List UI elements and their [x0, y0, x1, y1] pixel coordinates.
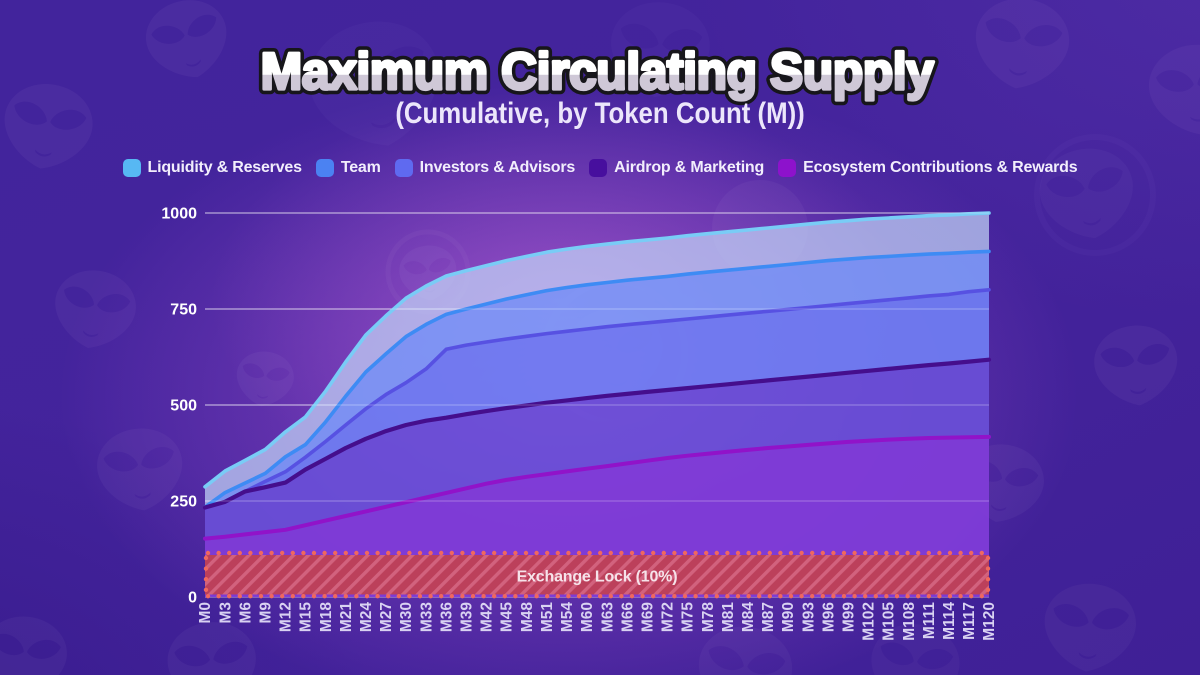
svg-text:M3: M3: [217, 602, 234, 624]
svg-text:M0: M0: [197, 602, 214, 624]
svg-text:0: 0: [188, 590, 197, 607]
svg-text:M60: M60: [579, 602, 596, 632]
svg-text:Maximum Circulating Supply: Maximum Circulating Supply: [261, 42, 934, 100]
svg-text:M48: M48: [519, 602, 536, 633]
svg-text:M18: M18: [318, 602, 335, 633]
svg-text:750: 750: [170, 302, 197, 319]
svg-text:1000: 1000: [161, 206, 197, 223]
svg-text:M81: M81: [720, 602, 737, 633]
svg-text:250: 250: [170, 494, 197, 511]
svg-text:M99: M99: [841, 602, 858, 633]
svg-text:M51: M51: [539, 602, 556, 633]
svg-text:500: 500: [170, 398, 197, 415]
svg-text:M96: M96: [820, 602, 837, 633]
svg-text:M114: M114: [941, 602, 958, 640]
svg-text:M117: M117: [961, 602, 978, 640]
svg-text:M120: M120: [981, 602, 998, 641]
svg-text:M93: M93: [800, 602, 817, 633]
svg-text:M66: M66: [619, 602, 636, 633]
svg-text:M78: M78: [700, 602, 717, 633]
svg-text:M102: M102: [861, 602, 878, 641]
svg-text:M15: M15: [298, 602, 315, 633]
svg-text:Maximum Circulating Supply: Maximum Circulating Supply: [261, 42, 934, 100]
svg-text:M63: M63: [599, 602, 616, 633]
svg-text:M24: M24: [358, 602, 375, 633]
svg-text:M6: M6: [237, 602, 254, 624]
svg-text:M75: M75: [680, 602, 697, 633]
svg-text:Exchange Lock (10%): Exchange Lock (10%): [517, 569, 678, 586]
svg-text:M42: M42: [479, 602, 496, 632]
svg-text:M87: M87: [760, 602, 777, 632]
svg-text:M72: M72: [660, 602, 677, 632]
svg-text:M12: M12: [278, 602, 295, 632]
svg-text:M45: M45: [499, 602, 516, 633]
svg-text:M21: M21: [338, 602, 355, 633]
svg-text:M36: M36: [438, 602, 455, 633]
svg-text:M30: M30: [398, 602, 415, 632]
svg-text:M90: M90: [780, 602, 797, 632]
svg-text:M108: M108: [901, 602, 918, 641]
svg-text:M9: M9: [258, 602, 275, 624]
svg-text:M105: M105: [881, 602, 898, 641]
svg-text:M54: M54: [559, 602, 576, 633]
svg-text:M39: M39: [459, 602, 476, 633]
svg-text:M33: M33: [418, 602, 435, 633]
svg-text:M69: M69: [640, 602, 657, 633]
svg-text:M111: M111: [921, 602, 938, 639]
svg-text:M27: M27: [378, 602, 395, 632]
svg-text:M84: M84: [740, 602, 757, 633]
